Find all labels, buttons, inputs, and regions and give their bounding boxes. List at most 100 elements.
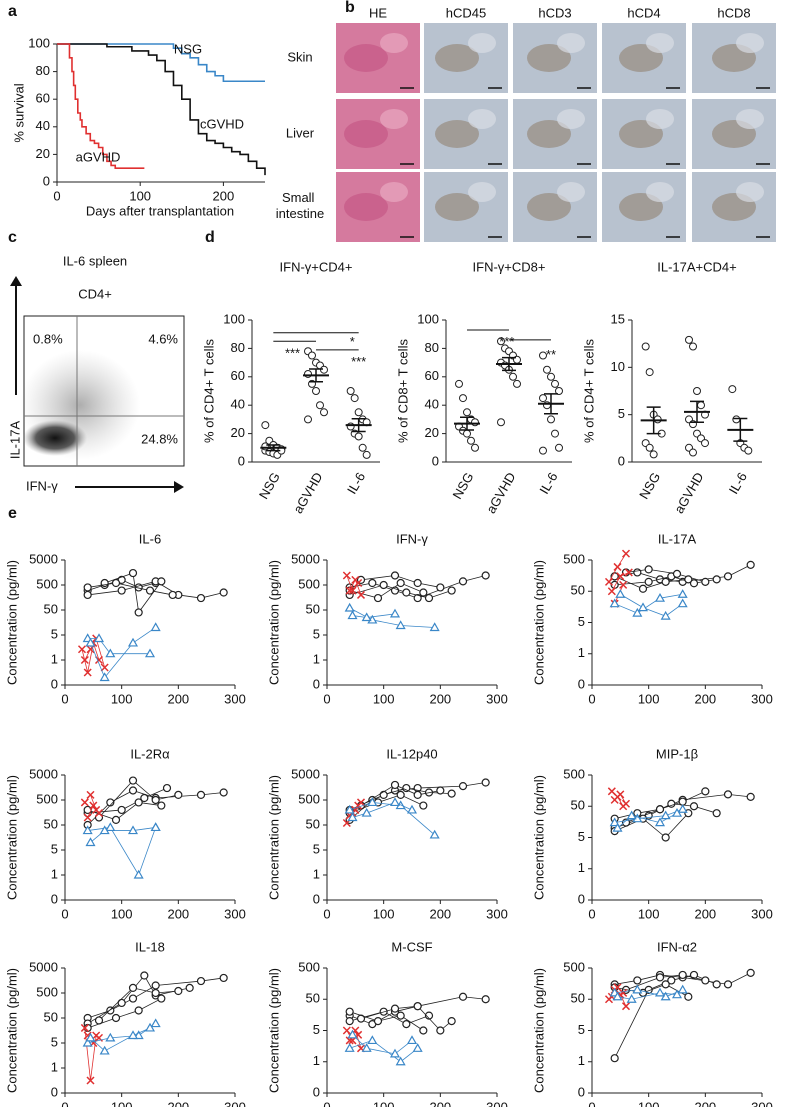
- y-tick-label: 5: [51, 626, 58, 641]
- data-point: [481, 778, 490, 787]
- series-line: [620, 593, 683, 617]
- data-point: [140, 971, 149, 980]
- data-point: [134, 1006, 143, 1015]
- data-point: [99, 672, 110, 682]
- data-point: [467, 436, 475, 445]
- data-point: [86, 790, 95, 799]
- chart-title: MIP-1β: [656, 746, 698, 761]
- x-tick-label: 100: [638, 691, 660, 706]
- data-point: [85, 637, 96, 647]
- series-line: [614, 593, 683, 614]
- y-tick-label: 60: [231, 368, 245, 383]
- x-tick-label: 0: [323, 906, 330, 921]
- data-point: [645, 368, 654, 377]
- y-tick-label: 80: [231, 340, 245, 355]
- data-point: [649, 450, 658, 459]
- histology-texture: [380, 33, 408, 53]
- x-tick-label: 300: [224, 1099, 246, 1107]
- data-point: [447, 1016, 456, 1026]
- data-point: [684, 992, 693, 1001]
- data-point: [632, 607, 643, 617]
- y-tick-label: 100: [223, 311, 245, 326]
- data-point: [697, 401, 705, 410]
- x-tick-label: 0: [588, 1099, 595, 1107]
- data-point: [412, 1043, 423, 1052]
- data-point: [645, 443, 654, 452]
- y-tick-label: 1: [313, 866, 320, 881]
- row-label-part: Small: [282, 190, 318, 205]
- data-point: [419, 588, 428, 597]
- y-tick-label: 0: [618, 453, 625, 468]
- histology-texture: [646, 182, 674, 202]
- data-point: [89, 801, 98, 810]
- data-point: [671, 807, 683, 817]
- y-tick-label: 1: [51, 866, 58, 881]
- series-line: [349, 802, 435, 836]
- flow-x-label: IFN-γ: [26, 478, 58, 493]
- histology-texture: [344, 44, 388, 72]
- data-point: [396, 790, 405, 799]
- data-point: [134, 608, 143, 617]
- data-point: [624, 568, 633, 577]
- column-header: HE: [369, 5, 387, 20]
- data-point: [93, 633, 105, 643]
- data-point: [621, 1002, 631, 1011]
- y-tick-label: 1: [51, 651, 58, 666]
- flow-density: [23, 420, 87, 456]
- y-tick-label: 40: [231, 397, 245, 412]
- x-tick-label: aGVHD: [483, 470, 518, 516]
- y-tick-label: 1: [313, 651, 320, 666]
- data-point: [746, 792, 755, 801]
- x-tick-label: 0: [323, 1099, 330, 1107]
- data-point: [701, 439, 709, 448]
- y-tick-label: 5: [578, 614, 585, 629]
- series-line: [614, 575, 689, 590]
- y-axis-label: % of CD4+ T cells: [201, 339, 216, 443]
- y-tick-label: 5: [578, 1022, 585, 1037]
- data-point: [128, 994, 138, 1003]
- data-point: [654, 987, 666, 997]
- y-tick-label: 50: [44, 816, 58, 831]
- data-point: [86, 645, 95, 654]
- data-point: [128, 786, 138, 795]
- y-tick-label: 50: [44, 601, 58, 616]
- data-point: [689, 802, 699, 811]
- data-point: [140, 793, 149, 803]
- data-point: [463, 429, 471, 438]
- data-point: [672, 569, 682, 578]
- y-tick-label: 20: [425, 425, 439, 440]
- y-tick-label: 1: [313, 1053, 320, 1068]
- data-point: [616, 790, 625, 799]
- data-point: [424, 1011, 434, 1020]
- data-point: [660, 610, 671, 620]
- data-point: [219, 973, 228, 983]
- significance-label: ***: [285, 346, 300, 361]
- x-tick-label: 200: [167, 906, 189, 921]
- y-tick-label: 40: [425, 397, 439, 412]
- data-point: [346, 387, 355, 395]
- data-point: [402, 588, 411, 597]
- chart-title: M-CSF: [391, 939, 432, 954]
- data-point: [106, 798, 115, 807]
- x-tick-label: 200: [213, 188, 235, 203]
- y-tick-label: 5: [618, 406, 625, 421]
- y-tick-label: 0: [578, 891, 585, 906]
- x-tick-label: NSG: [256, 470, 283, 502]
- data-point: [80, 655, 89, 665]
- data-point: [481, 995, 490, 1004]
- y-tick-label: 50: [306, 816, 320, 831]
- x-tick-label: 100: [373, 691, 395, 706]
- y-tick-label: 20: [36, 146, 50, 161]
- data-point: [481, 571, 490, 580]
- data-point: [111, 815, 121, 824]
- data-point: [157, 801, 166, 810]
- data-point: [654, 817, 666, 827]
- x-tick-label: 300: [751, 1099, 773, 1107]
- y-tick-label: 500: [298, 576, 320, 591]
- data-point: [459, 394, 467, 403]
- chart-title: IFN-γ+CD8+: [473, 259, 546, 274]
- x-tick-label: 100: [638, 906, 660, 921]
- x-tick-label: NSG: [636, 470, 663, 502]
- data-point: [354, 432, 363, 441]
- y-axis-label: Concentration (pg/ml): [266, 968, 281, 1093]
